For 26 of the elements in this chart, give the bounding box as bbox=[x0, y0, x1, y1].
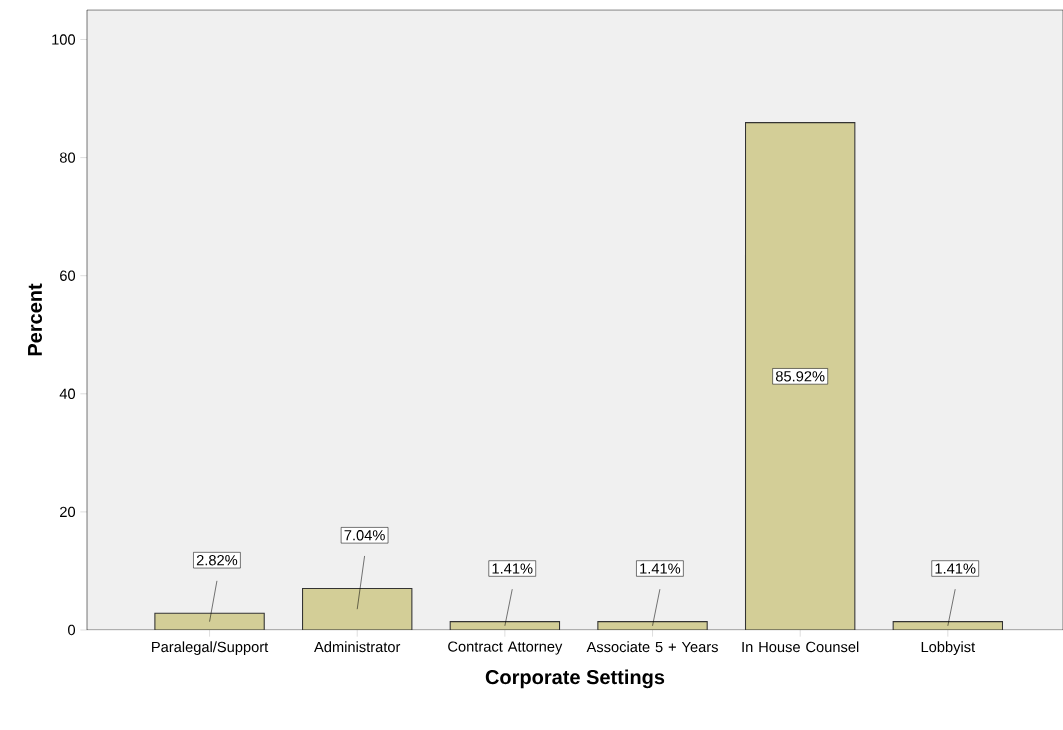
data-label: 7.04% bbox=[344, 530, 385, 541]
y-tick-label: 40 bbox=[59, 388, 76, 399]
y-tick-label: 80 bbox=[59, 152, 76, 163]
bar bbox=[449, 621, 561, 630]
x-tick-label: Paralegal/Support bbox=[152, 641, 269, 656]
y-tick-label: 60 bbox=[60, 270, 76, 281]
data-label: 2.82% bbox=[196, 555, 238, 566]
data-label: 1.41% bbox=[935, 563, 976, 574]
bar bbox=[744, 122, 856, 630]
x-tick-label: Associate 5 + Years bbox=[586, 641, 718, 653]
x-tick-label: Contract Attorney bbox=[448, 641, 563, 655]
y-tick-label: 0 bbox=[68, 624, 76, 636]
data-label: 1.41% bbox=[640, 563, 681, 574]
y-tick-label: 100 bbox=[52, 34, 76, 45]
bar bbox=[892, 621, 1004, 630]
data-label: 1.41% bbox=[492, 563, 533, 574]
x-axis-title: Corporate Settings bbox=[485, 669, 665, 689]
x-tick-label: In House Counsel bbox=[742, 641, 859, 653]
x-tick-label: Lobbyist bbox=[921, 641, 976, 656]
bar bbox=[597, 621, 708, 630]
bar bbox=[154, 612, 265, 630]
y-axis-title: Percent bbox=[28, 283, 42, 356]
y-tick-label: 20 bbox=[60, 506, 76, 518]
data-label: 85.92% bbox=[775, 371, 825, 382]
x-tick-label: Administrator bbox=[314, 641, 401, 653]
bar bbox=[302, 587, 413, 630]
